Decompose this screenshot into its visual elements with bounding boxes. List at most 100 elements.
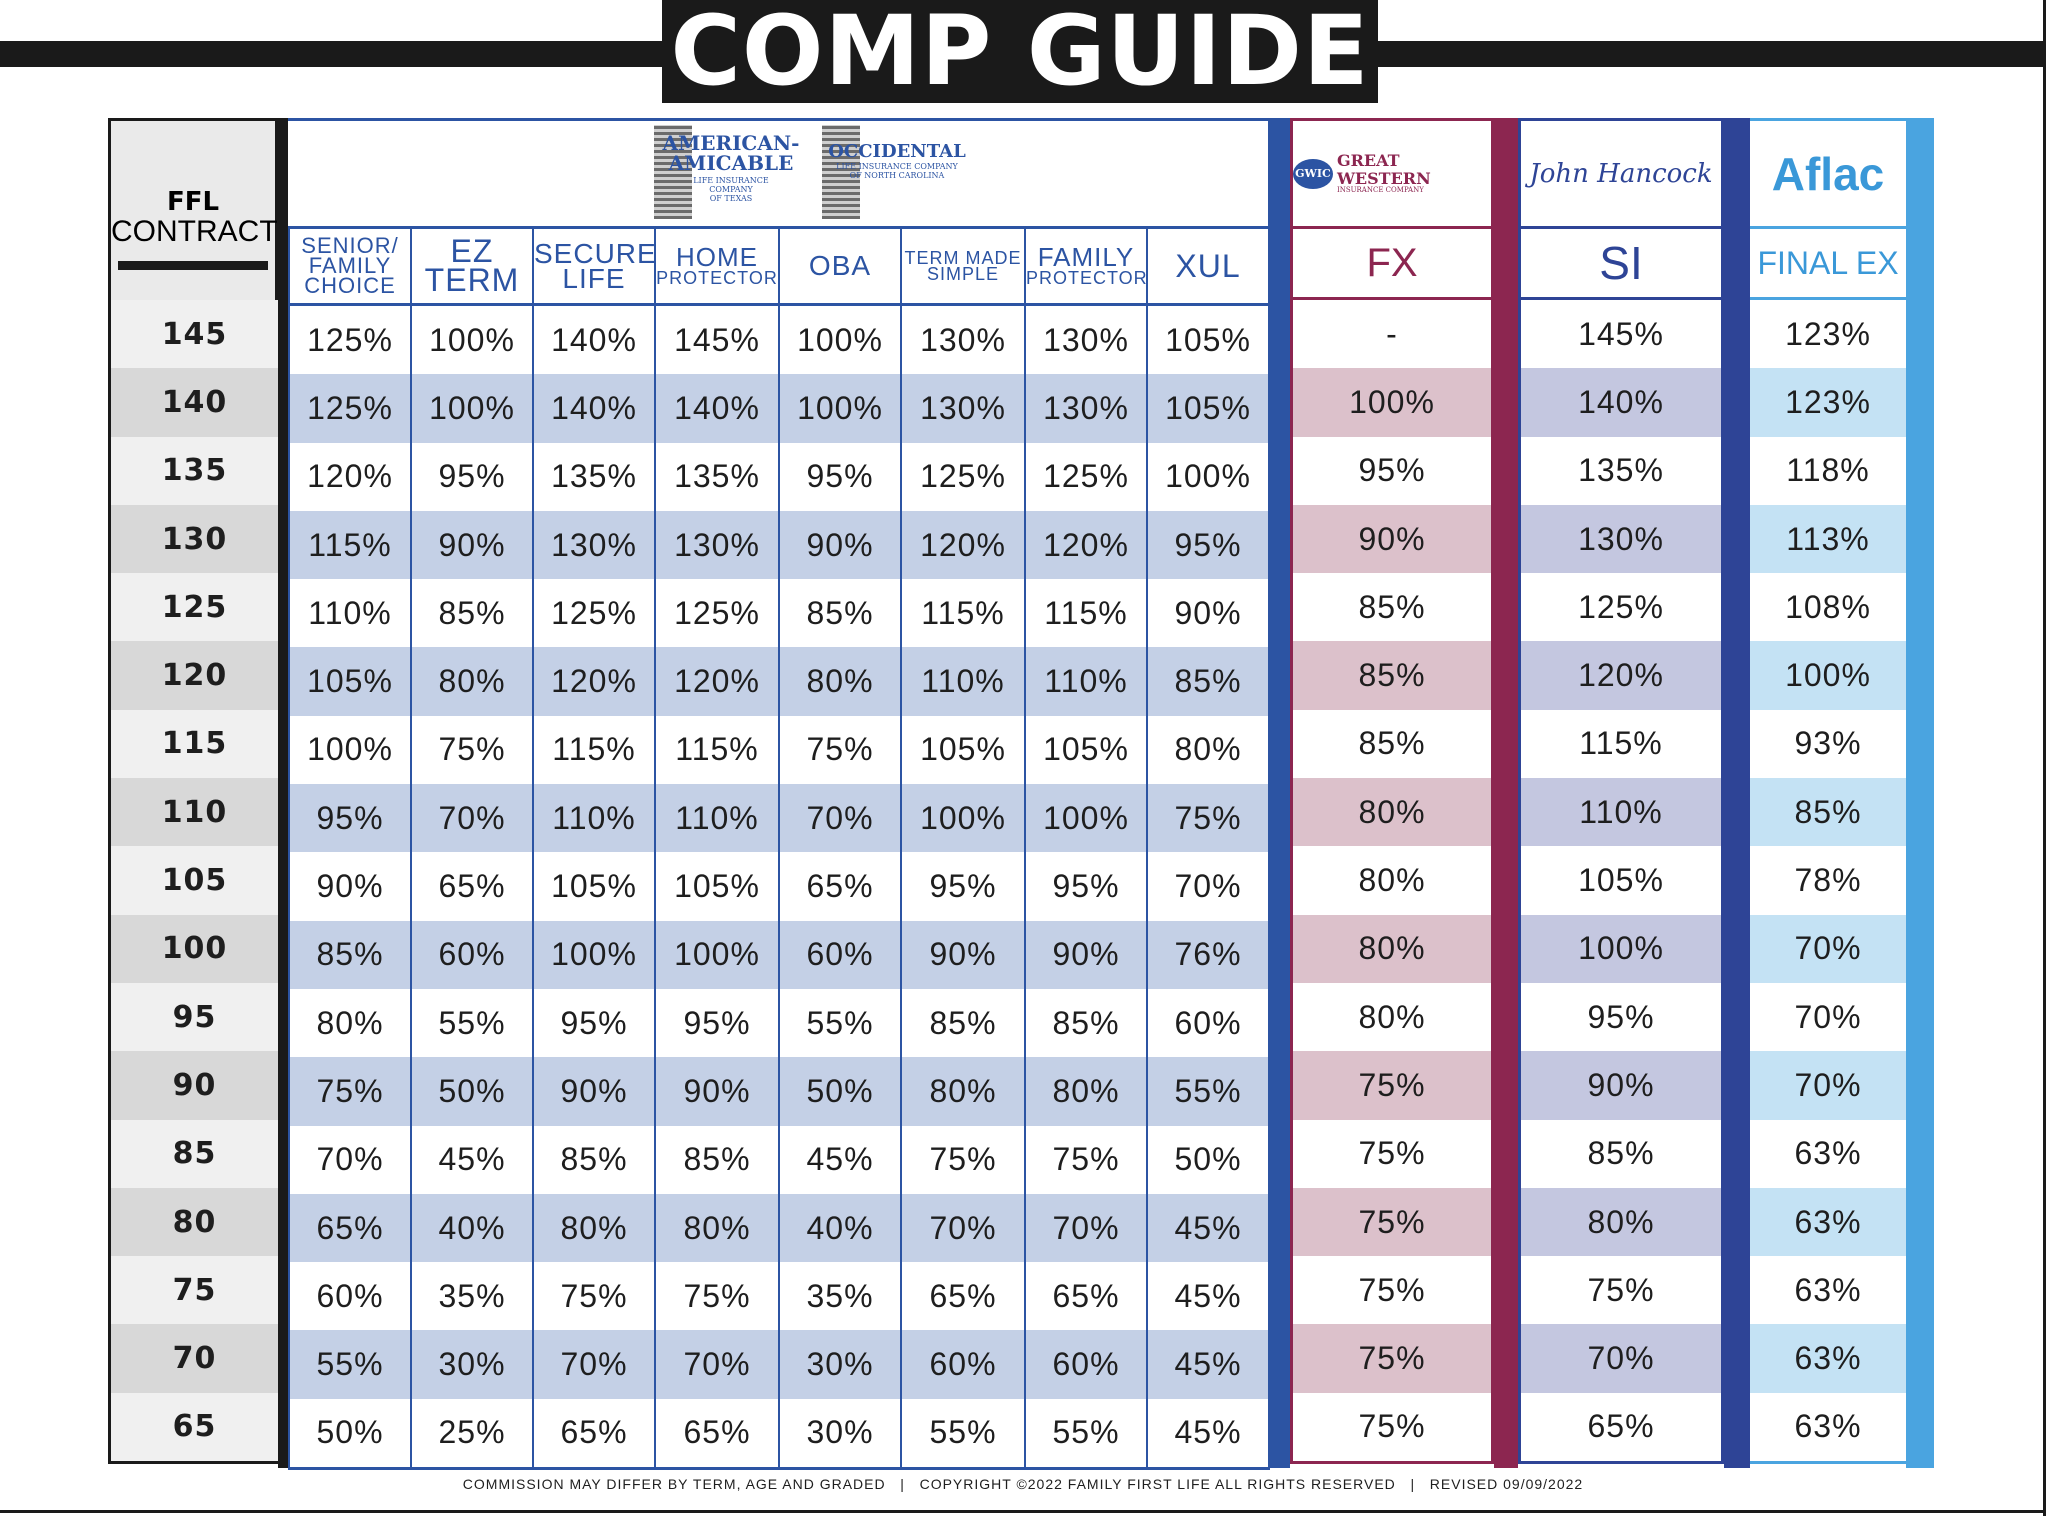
table-cell: 100% — [410, 304, 534, 375]
table-row: 85 — [108, 1119, 278, 1188]
aflac-column: Aflac FINAL EX 123% 123% 118% 113% 108% 100% 9… — [1750, 118, 1906, 1465]
table-cell: 63% — [1750, 1393, 1906, 1465]
table-cell: 90% — [1146, 579, 1270, 648]
table-cell: 125% — [1024, 442, 1148, 511]
table-cell: 100% — [900, 784, 1026, 853]
column-header: TERM MADE SIMPLE — [900, 226, 1026, 306]
table-cell: 140% — [532, 304, 656, 375]
table-cell: 85% — [410, 579, 534, 648]
table-row: 140 — [108, 368, 278, 437]
table-row: 80 — [108, 1187, 278, 1257]
header-row: SENIOR/FAMILY CHOICE EZ TERM SECURE LIFE HOME P… — [288, 226, 1270, 306]
ffl-contract-level: 90 — [108, 1051, 278, 1120]
table-cell: 110% — [288, 579, 412, 648]
table-cell: 40% — [410, 1193, 534, 1263]
table-cell: 120% — [900, 510, 1026, 580]
table-cell: 95% — [288, 784, 412, 853]
table-cell: 75% — [1024, 1125, 1148, 1194]
table-cell: 75% — [654, 1262, 780, 1331]
table-row: 90% 65% 105% 105% 65% 95% 95% 70% — [288, 852, 1270, 921]
table-cell: 25% — [410, 1398, 534, 1471]
table-cell: 135% — [532, 442, 656, 511]
table-cell: 105% — [654, 852, 780, 921]
ffl-contract-level: 115 — [108, 709, 278, 779]
column-header-final-ex: FINAL EX — [1750, 226, 1906, 300]
table-cell: 75% — [1146, 784, 1270, 853]
table-cell: 45% — [778, 1125, 902, 1194]
table-cell: 55% — [410, 988, 534, 1058]
ffl-contract-levels: 145 140 135 130 125 120 115 110 105 100 95 90 85 80 75… — [108, 300, 278, 1465]
ffl-contract-level: 95 — [108, 982, 278, 1052]
table-cell: 95% — [1358, 452, 1426, 489]
table-cell: 125% — [900, 442, 1026, 511]
table-cell: 100% — [778, 374, 902, 443]
column-header-si: SI — [1521, 226, 1721, 300]
table-cell: 115% — [654, 715, 780, 785]
table-cell: 70% — [1794, 998, 1862, 1035]
table-cell: 110% — [1521, 778, 1721, 847]
ffl-label: FFL — [166, 187, 220, 217]
table-cell: 100% — [654, 920, 780, 989]
table-cell: 95% — [778, 442, 902, 511]
gwic-icon: GWIC — [1293, 158, 1333, 189]
table-row: 110 — [108, 778, 278, 847]
building-icon — [822, 125, 860, 219]
table-cell: 50% — [778, 1057, 902, 1126]
table-cell: 110% — [1024, 647, 1148, 716]
table-cell: 60% — [778, 920, 902, 989]
table-cell: 80% — [1521, 1187, 1721, 1257]
table-cell: 85% — [288, 920, 412, 989]
table-cell: 118% — [1786, 452, 1870, 489]
table-cell: 70% — [410, 784, 534, 853]
table-cell: 123% — [1750, 368, 1906, 437]
table-row: 70 — [108, 1324, 278, 1393]
table-cell: 120% — [1521, 641, 1721, 710]
table-row: 125% 100% 140% 140% 100% 130% 130% 105% — [288, 374, 1270, 443]
table-cell: 70% — [532, 1330, 656, 1399]
table-cell: 100% — [1293, 368, 1491, 437]
table-row: 75 — [108, 1256, 278, 1325]
ffl-contract-level: 85 — [108, 1119, 278, 1188]
table-cell: 75% — [1358, 1271, 1426, 1308]
table-cell: 100% — [1521, 914, 1721, 983]
american-amicable-table: SENIOR/FAMILY CHOICE EZ TERM SECURE LIFE HOME P… — [288, 226, 1270, 1471]
table-cell: 115% — [1579, 725, 1663, 762]
ffl-contract-header: FFL CONTRACT — [108, 118, 278, 300]
table-row: 115 — [108, 709, 278, 779]
table-cell: 55% — [900, 1398, 1026, 1471]
table-row: 145 — [108, 300, 278, 369]
aflac-logo: Aflac — [1750, 118, 1906, 226]
table-cell: 140% — [654, 374, 780, 443]
ffl-contract-level: 65 — [108, 1392, 278, 1465]
table-cell: 90% — [532, 1057, 656, 1126]
table-cell: 65% — [778, 852, 902, 921]
american-amicable-logo-sub: LIFE INSURANCE COMPANY OF TEXAS — [693, 176, 769, 203]
table-cell: 35% — [410, 1262, 534, 1331]
table-cell: 130% — [532, 510, 656, 580]
table-cell: 90% — [654, 1057, 780, 1126]
table-cell: 145% — [1578, 315, 1664, 352]
table-cell: 130% — [900, 304, 1026, 375]
table-cell: 100% — [1024, 784, 1148, 853]
table-row: 95 — [108, 982, 278, 1052]
ffl-contract-level: 75 — [108, 1256, 278, 1325]
table-cell: 95% — [654, 988, 780, 1058]
john-hancock-column: John Hancock SI 145% 140% 135% 130% 125% 120%… — [1518, 118, 1724, 1465]
table-cell: 120% — [654, 647, 780, 716]
table-cell: 45% — [1146, 1262, 1270, 1331]
table-cell: 90% — [900, 920, 1026, 989]
table-cell: 75% — [288, 1057, 412, 1126]
table-cell: 45% — [1146, 1330, 1270, 1399]
table-cell: 60% — [410, 920, 534, 989]
ffl-contract-level: 100 — [108, 914, 278, 983]
ffl-contract-level: 110 — [108, 778, 278, 847]
table-cell: 105% — [532, 852, 656, 921]
table-cell: 80% — [778, 647, 902, 716]
table-cell: 115% — [288, 510, 412, 580]
table-cell: 55% — [288, 1330, 412, 1399]
table-cell: 125% — [532, 579, 656, 648]
table-row: 110% 85% 125% 125% 85% 115% 115% 90% — [288, 579, 1270, 648]
table-row: 55% 30% 70% 70% 30% 60% 60% 45% — [288, 1330, 1270, 1399]
table-cell: 75% — [778, 715, 902, 785]
table-cell: 100% — [532, 920, 656, 989]
